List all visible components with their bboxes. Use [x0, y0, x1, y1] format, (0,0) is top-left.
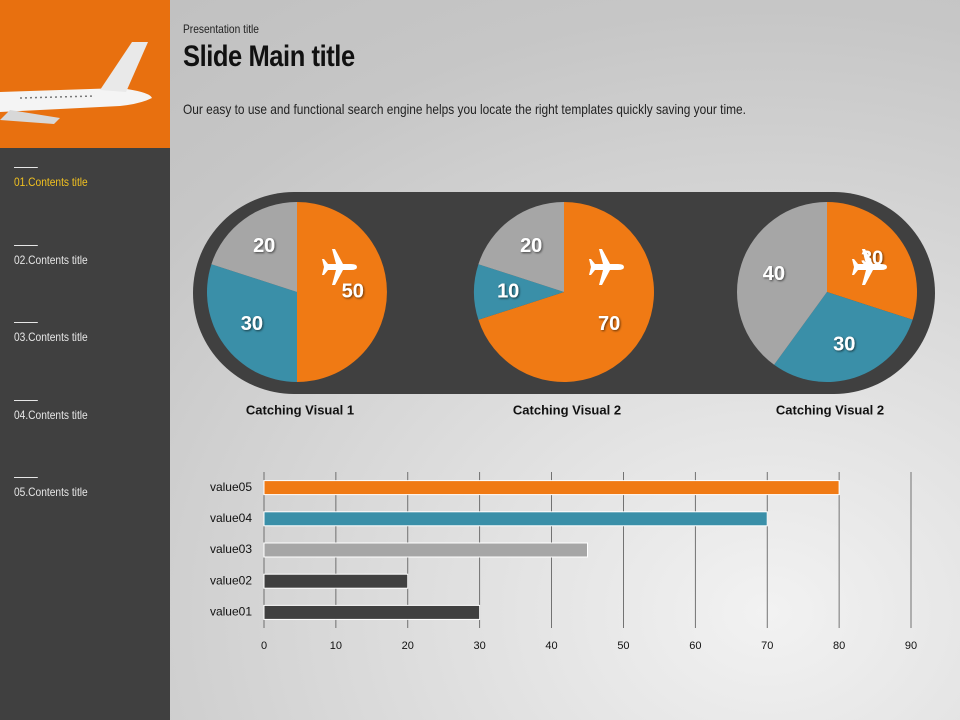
bar — [263, 542, 588, 558]
y-tick-label: value03 — [210, 542, 252, 556]
y-tick-label: value02 — [210, 573, 252, 587]
pie-slice — [774, 292, 913, 383]
x-tick-label: 20 — [402, 640, 414, 652]
slide-title: Slide Main title — [183, 40, 355, 73]
y-tick-label: value04 — [210, 511, 252, 525]
y-tick-label: value01 — [210, 605, 252, 619]
slice-label: 30 — [241, 313, 263, 335]
pie-title: Catching Visual 2 — [776, 402, 884, 417]
pie-slice — [737, 202, 827, 365]
x-tick-label: 90 — [905, 640, 917, 652]
menu-item[interactable]: 01.Contents title — [14, 167, 88, 189]
y-tick-label: value05 — [210, 480, 252, 494]
slice-label: 50 — [342, 280, 364, 302]
pie-slice — [297, 202, 387, 382]
pie-slice — [211, 202, 297, 292]
tail-fin — [100, 42, 148, 92]
slide-body: Our easy to use and functional search en… — [183, 101, 746, 117]
bar — [263, 604, 481, 620]
bar — [263, 480, 840, 496]
pie-slice — [207, 264, 297, 382]
x-tick-label: 80 — [833, 640, 845, 652]
pie-slice — [478, 202, 654, 382]
bar — [263, 511, 768, 527]
x-tick-label: 60 — [689, 640, 701, 652]
airplane-illustration — [0, 42, 152, 124]
x-tick-label: 0 — [261, 640, 267, 652]
slice-label: 70 — [598, 313, 620, 335]
wing — [0, 110, 60, 124]
menu-item[interactable]: 03.Contents title — [14, 322, 88, 344]
slice-label: 30 — [833, 333, 855, 355]
x-tick-label: 50 — [617, 640, 629, 652]
menu-item[interactable]: 02.Contents title — [14, 244, 88, 267]
header-image — [0, 0, 170, 148]
fuselage — [0, 88, 152, 112]
pie-slice — [478, 202, 564, 292]
slice-label: 20 — [253, 235, 275, 257]
menu-item[interactable]: 05.Contents title — [14, 477, 88, 499]
x-tick-label: 30 — [474, 640, 486, 652]
x-tick-label: 70 — [761, 640, 773, 652]
menu-item[interactable]: 04.Contents title — [14, 399, 88, 422]
slice-label: 20 — [520, 235, 542, 257]
slice-label: 10 — [497, 280, 519, 302]
bar — [263, 573, 409, 589]
slice-label: 40 — [763, 263, 785, 285]
pie-title: Catching Visual 2 — [513, 402, 621, 417]
pie-slice — [827, 202, 917, 320]
presentation-title: Presentation title — [183, 22, 259, 36]
pie-title: Catching Visual 1 — [246, 402, 354, 417]
x-tick-label: 40 — [545, 640, 557, 652]
x-tick-label: 10 — [330, 640, 342, 652]
pie-slice — [474, 264, 564, 320]
